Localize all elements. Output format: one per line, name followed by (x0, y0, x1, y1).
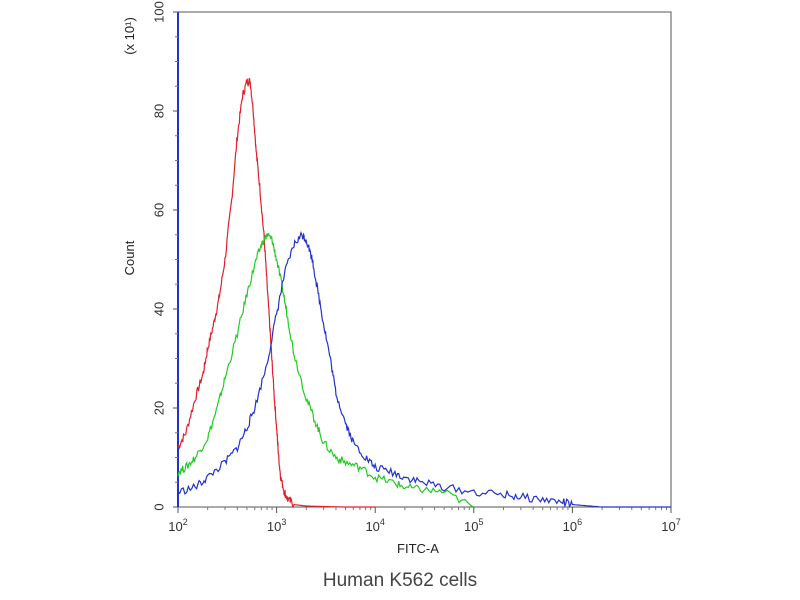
x-axis-ticks: 102 103 104 105 106 107 (168, 507, 681, 534)
y-tick-label: 100 (151, 1, 166, 23)
y-tick-label: 40 (151, 302, 166, 316)
histogram-series (177, 77, 671, 508)
series-line-3 (177, 230, 671, 508)
y-tick-label: 20 (151, 401, 166, 415)
x-axis-label: FITC-A (397, 541, 439, 556)
series-line-2 (177, 232, 475, 508)
x-tick-label: 106 (563, 517, 582, 534)
x-tick-label: 105 (464, 517, 483, 534)
y-tick-label: 0 (151, 503, 166, 510)
y-axis-label: Count (122, 240, 137, 275)
y-axis-ticks: 0 20 40 60 80 100 (151, 1, 178, 511)
x-tick-label: 102 (168, 517, 187, 534)
plot-frame (177, 11, 672, 508)
series-line-1 (177, 77, 376, 508)
x-tick-label: 103 (267, 517, 286, 534)
y-tick-label: 60 (151, 203, 166, 217)
y-multiplier-label: (x 10¹) (122, 17, 137, 55)
x-tick-label: 107 (661, 517, 680, 534)
y-tick-label: 80 (151, 104, 166, 118)
figure-caption: Human K562 cells (322, 570, 478, 591)
x-tick-label: 104 (365, 517, 384, 534)
